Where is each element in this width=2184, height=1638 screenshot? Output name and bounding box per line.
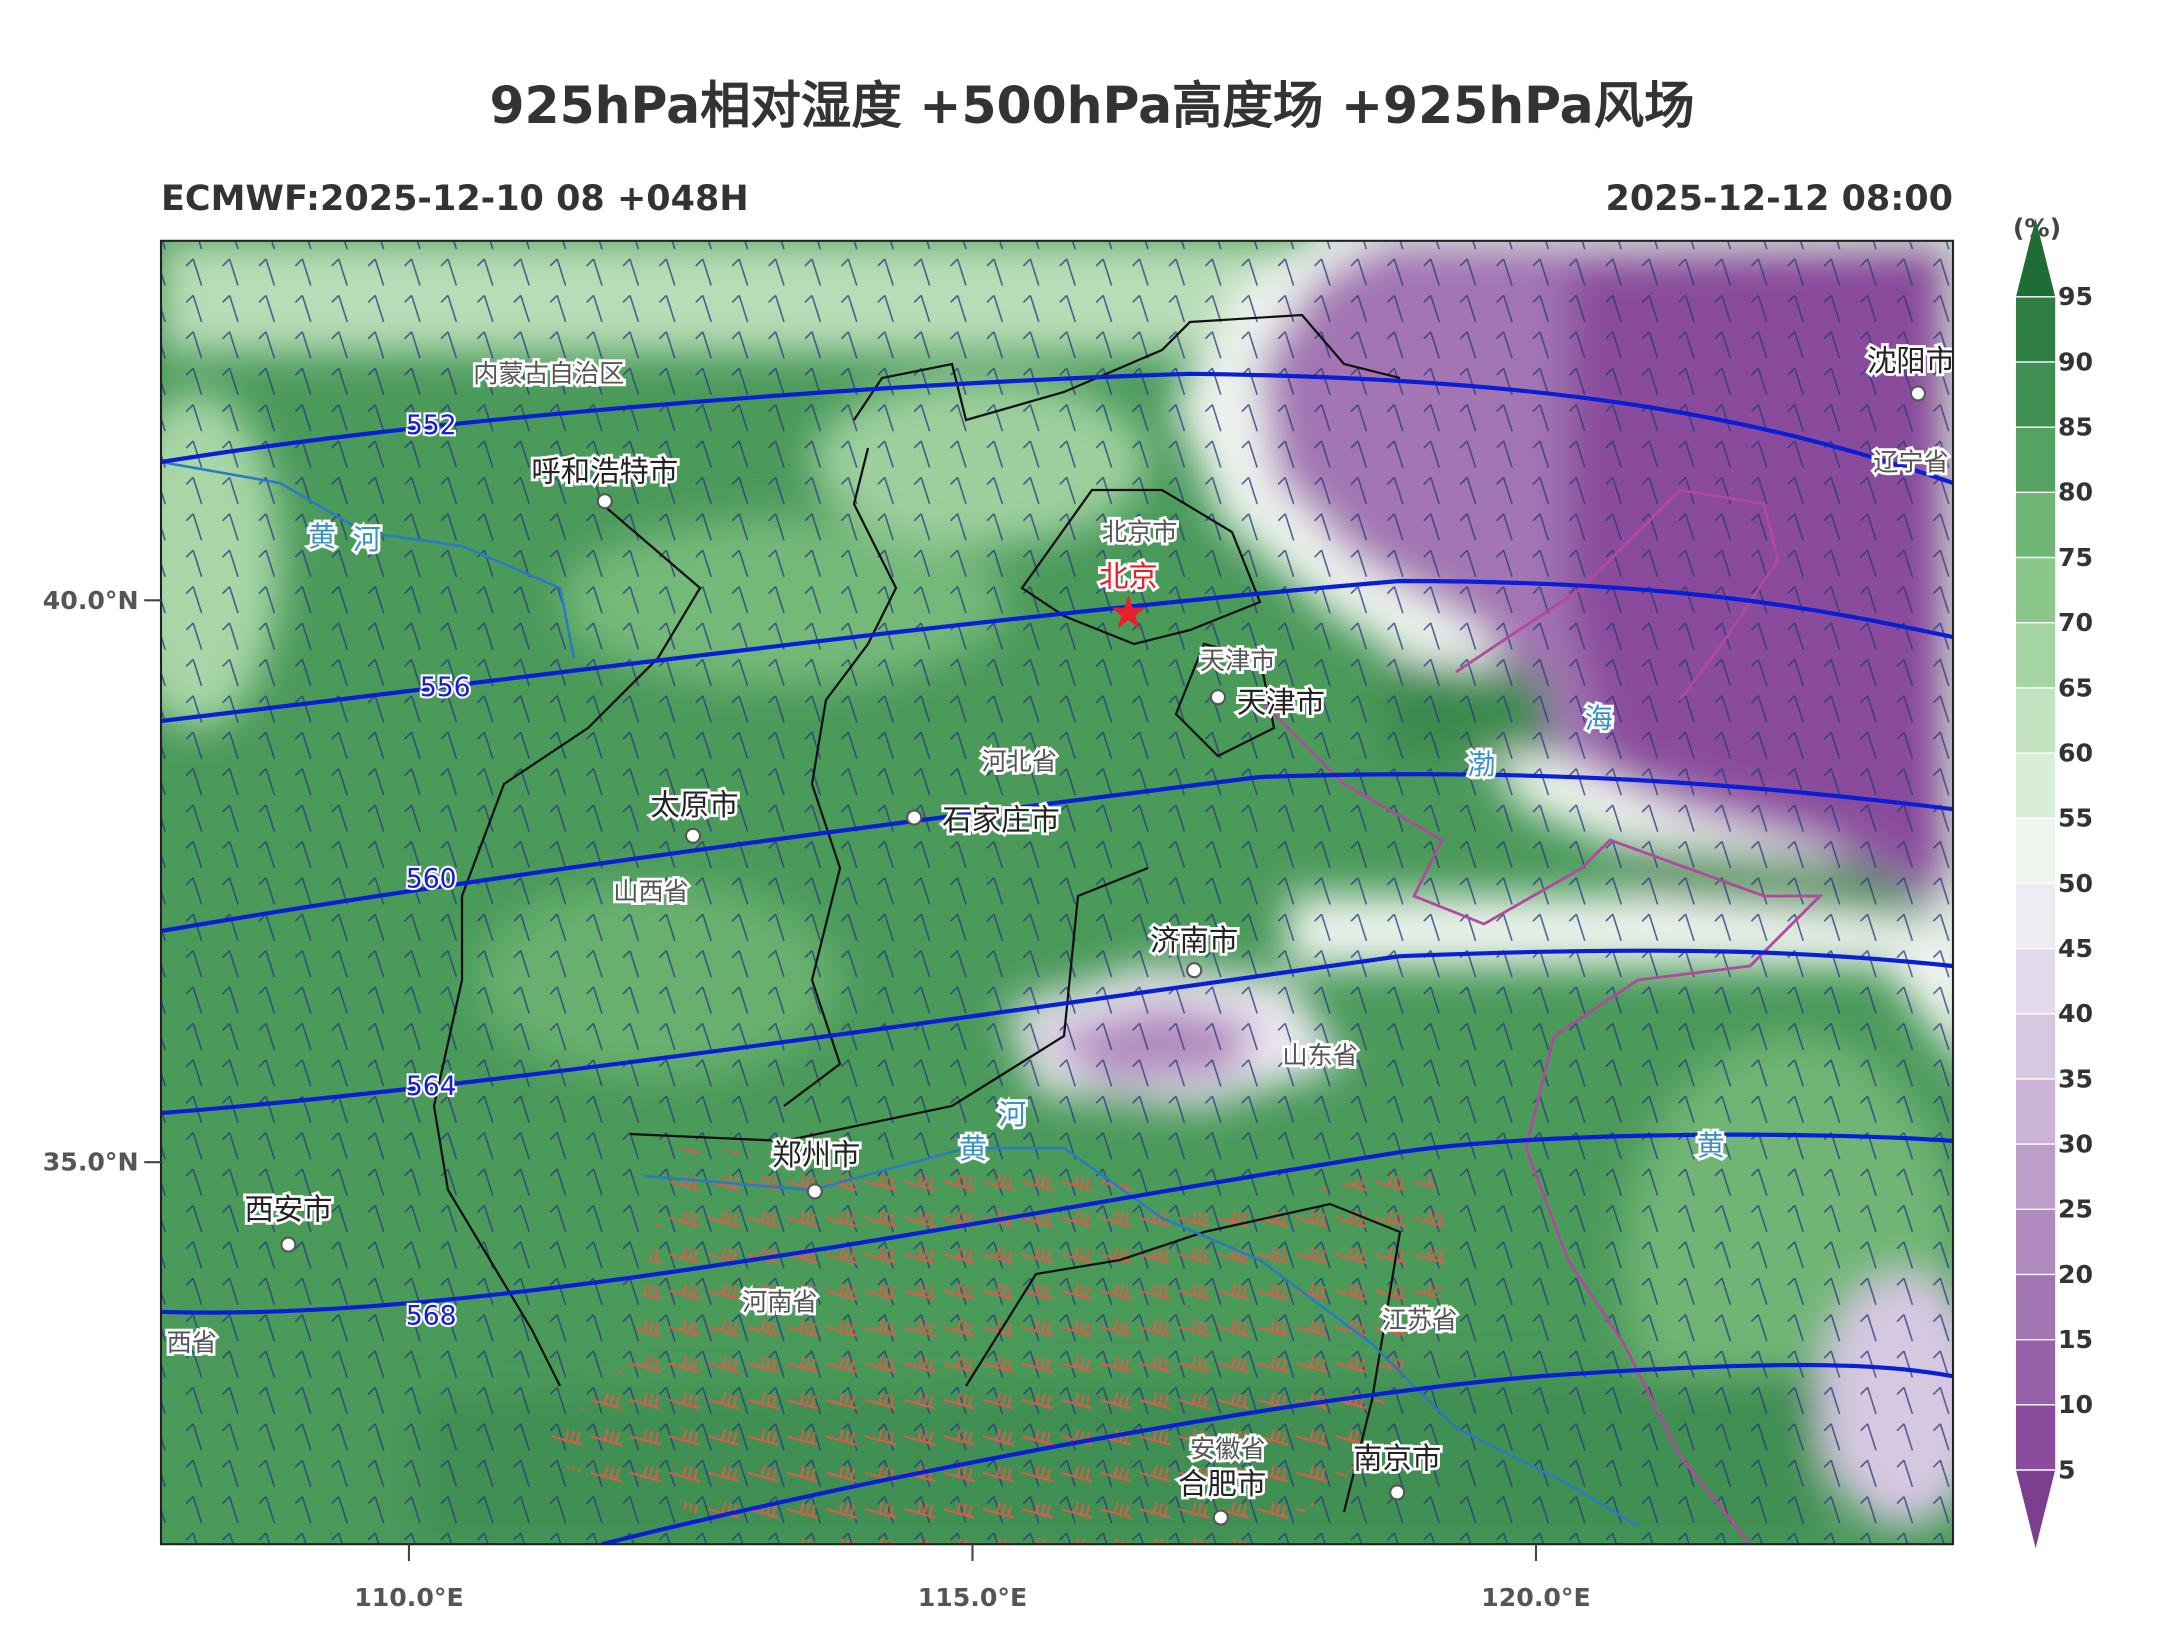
title: 925hPa相对湿度 +500hPa高度场 +925hPa风场 [490,76,1695,135]
colorbar-tick-label: 65 [2058,673,2093,702]
place-label: 天津市 [1237,686,1325,720]
place-label: 南京市 [1353,1442,1441,1476]
colorbar-segment [2016,622,2056,688]
city-dots [280,385,1927,1526]
place-label: 山西省 [613,877,689,906]
colorbar-segment [2016,361,2056,428]
map-frame [159,239,1955,1546]
colorbar-segment [2016,1404,2056,1470]
colorbar-tick-label: 20 [2058,1260,2093,1289]
water-label: 黄 [1697,1129,1725,1162]
place-label: 江苏省 [1382,1306,1458,1335]
water-label: 河 [998,1098,1026,1131]
x-tick-label: 115.0°E [918,1583,1027,1612]
colorbar-segment [2016,492,2056,558]
x-tick-label: 120.0°E [1481,1583,1590,1612]
place-label: 河北省 [981,747,1057,776]
colorbar-segment [2016,1078,2056,1145]
place-label: 辽宁省 [1873,447,1949,476]
x-tick-label: 110.0°E [354,1583,463,1612]
colorbar-segment [2016,296,2056,362]
place-label: 河南省 [742,1287,818,1316]
place-label: 济南市 [1150,924,1238,958]
place-label: 北京 [1099,560,1158,594]
colorbar-tick-label: 55 [2058,804,2093,833]
colorbar-extend [2016,218,2056,297]
colorbar-segment [2016,753,2056,819]
place-label: 呼和浩特市 [531,455,678,489]
map: 552 556 560 564 568 内蒙古自治区 呼和浩特市 北京市 北京 … [161,240,1955,1545]
run-info: ECMWF:2025-12-10 08 +048H [161,179,749,219]
water-label: 河 [353,523,381,556]
colorbar-segment [2016,1209,2056,1275]
colorbar-segment [2016,818,2056,884]
colorbar-tick-label: 25 [2058,1195,2093,1224]
colorbar-tick-label: 95 [2058,282,2093,311]
colorbar-tick-label: 75 [2058,543,2093,572]
y-tick-label: 40.0°N [43,586,139,615]
place-label: 安徽省 [1190,1434,1266,1463]
colorbar-tick-label: 60 [2058,738,2093,767]
place-label: 沈阳市 [1867,344,1955,378]
y-tick-label: 35.0°N [43,1148,139,1177]
place-label: 石家庄市 [942,803,1060,837]
contour-label: 556 [420,672,471,703]
colorbar-tick-label: 70 [2058,608,2093,637]
axes: 110.0°E 115.0°E 120.0°E 35.0°N 40.0°N [43,586,1591,1612]
water-label: 黄 [308,520,336,553]
colorbar-tick-label: 90 [2058,347,2093,376]
colorbar-tick-label: 85 [2058,413,2093,442]
place-label: 合肥市 [1178,1467,1266,1501]
water-label: 渤 [1467,748,1495,781]
place-label: 天津市 [1200,646,1276,675]
colorbar-extend [2016,1470,2056,1549]
colorbar-tick-label: 40 [2058,999,2093,1028]
colorbar-segment [2016,883,2056,949]
place-label: 西安市 [244,1192,332,1226]
place-label: 山东省 [1282,1041,1358,1070]
colorbar-tick-label: 15 [2058,1325,2093,1354]
place-label: 郑州市 [772,1138,860,1172]
place-label: 北京市 [1102,517,1178,546]
valid-time: 2025-12-12 08:00 [1606,179,1953,219]
contour-label: 564 [406,1071,457,1102]
colorbar-tick-label: 30 [2058,1130,2093,1159]
contour-label: 560 [406,864,457,895]
contour-label: 552 [406,410,457,441]
colorbar-tick-label: 10 [2058,1390,2093,1419]
colorbar-segment [2016,1013,2056,1079]
contour-label: 568 [406,1300,457,1331]
colorbar-tick-label: 5 [2058,1455,2076,1484]
colorbar-segment [2016,687,2056,754]
colorbar-segment [2016,557,2056,623]
water-label: 黄 [959,1132,987,1165]
colorbar-segment [2016,1274,2056,1340]
colorbar-tick-label: 50 [2058,869,2093,898]
colorbar-tick-label: 35 [2058,1064,2093,1093]
colorbar-segment [2016,948,2056,1014]
colorbar-tick-label: 80 [2058,478,2093,507]
place-label: 太原市 [650,788,738,822]
colorbar-segment [2016,1144,2056,1210]
colorbar-segment [2016,1339,2056,1405]
place-label: 内蒙古自治区 [473,359,624,388]
colorbar: 95 90 85 80 75 70 65 60 55 50 45 40 35 30 25 20 15 10 5 [2015,218,2093,1549]
colorbar-segment [2016,427,2056,493]
place-label: 西省 [167,1328,217,1357]
colorbar-tick-label: 45 [2058,934,2093,963]
water-label: 海 [1585,702,1613,735]
